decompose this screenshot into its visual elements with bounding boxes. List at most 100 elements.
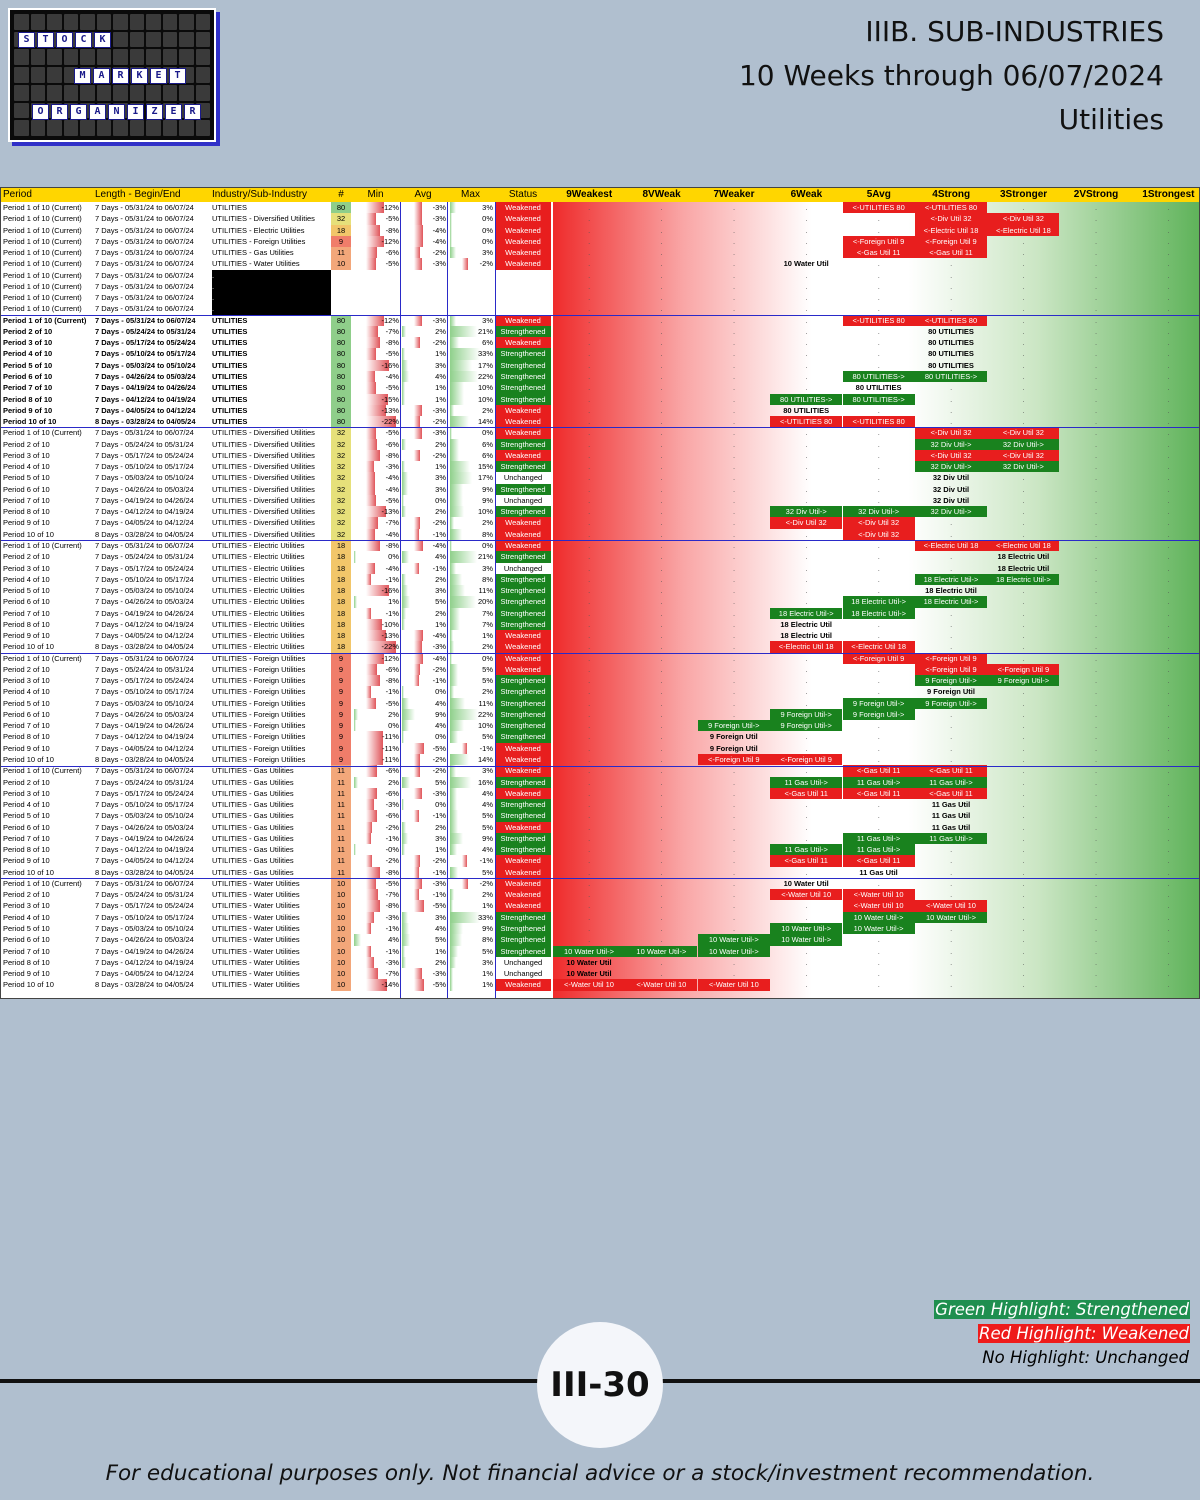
value-bar [450, 652, 452, 664]
empty-dot: . [732, 360, 736, 370]
value-bar [366, 314, 385, 326]
empty-dot: . [1022, 608, 1025, 618]
min-cell: -1% [385, 574, 399, 584]
industry-cell: UTILITIES - Gas Utilities [212, 766, 294, 776]
empty-dot: . [1167, 586, 1170, 596]
max-cell: 33% [477, 349, 493, 359]
value-bar [366, 675, 380, 687]
empty-dot: . [1022, 371, 1025, 381]
value-bar [450, 235, 452, 248]
status-cell: Strengthened [495, 945, 551, 957]
period-cell: Period 1 of 10 (Current) [3, 428, 82, 438]
avg-cell: 1% [435, 394, 446, 404]
min-cell: -16% [381, 360, 399, 370]
count-cell: 32 [331, 494, 351, 507]
empty-dot: . [588, 495, 591, 505]
rank-cell: 18 Electric Util [780, 619, 833, 629]
avg-cell: -1% [432, 529, 446, 539]
length-cell: 7 Days - 04/12/24 to 04/19/24 [95, 507, 194, 517]
value-bar [402, 494, 404, 507]
industry-cell: UTILITIES - Electric Utilities [212, 563, 305, 573]
status-cell: Weakened [495, 821, 551, 833]
period-cell: Period 5 of 10 [3, 698, 50, 708]
min-cell: -14% [381, 980, 399, 990]
value-bar [402, 483, 408, 495]
rank-cell: <-Gas Util 11 [842, 247, 915, 259]
empty-dot: . [660, 856, 663, 866]
empty-dot: . [660, 957, 663, 967]
value-bar [402, 607, 407, 619]
avg-cell: -3% [432, 405, 446, 415]
length-cell: 7 Days - 04/05/24 to 04/12/24 [95, 405, 196, 415]
value-bar [366, 911, 374, 923]
period-cell: Period 9 of 10 [3, 743, 50, 753]
empty-dot: . [1094, 766, 1098, 776]
section-divider [1, 878, 1199, 880]
period-cell: Period 2 of 10 [3, 326, 53, 336]
value-bar [366, 866, 380, 878]
min-cell: -4% [385, 529, 399, 539]
empty-dot: . [660, 304, 663, 314]
max-cell: 4% [482, 845, 493, 855]
industry-cell: UTILITIES - Water Utilities [212, 259, 300, 269]
empty-dot: . [1022, 969, 1025, 979]
count-cell: 32 [331, 461, 351, 473]
empty-dot: . [1167, 540, 1170, 550]
rank-cell: <-Foreign Util 9 [987, 663, 1060, 676]
empty-dot: . [877, 946, 880, 956]
table-row: Period 4 of 10 7 Days - 05/10/24 to 05/17… [1, 348, 1199, 360]
max-cell: 1% [482, 969, 493, 979]
industry-cell: UTILITIES - Electric Utilities [212, 540, 305, 550]
count-cell: 18 [331, 641, 351, 653]
rank-cell: 80 UTILITIES [928, 338, 974, 348]
max-cell: 3% [482, 957, 493, 967]
empty-dot: . [1167, 349, 1170, 359]
period-cell: Period 8 of 10 [3, 619, 50, 629]
rank-cell: 11 Gas Util-> [842, 776, 915, 788]
max-cell: 7% [482, 619, 493, 629]
status-cell: Strengthened [495, 810, 551, 822]
empty-dot: . [660, 833, 663, 843]
rank-cell: <-Div Util 32 [842, 528, 915, 540]
empty-dot: . [805, 315, 808, 325]
empty-dot: . [1022, 878, 1025, 888]
empty-dot: . [1022, 326, 1025, 336]
value-bar [450, 641, 455, 653]
empty-dot: . [732, 709, 736, 719]
min-cell: -7% [385, 518, 399, 528]
rank-cell: 9 Foreign Util-> [842, 708, 915, 721]
empty-dot: . [1167, 845, 1170, 855]
industry-cell: UTILITIES - Gas Utilities [212, 822, 294, 832]
length-cell: 7 Days - 05/17/24 to 05/24/24 [95, 450, 194, 460]
length-cell: 7 Days - 05/03/24 to 05/10/24 [95, 360, 196, 370]
min-cell: -11% [382, 743, 399, 753]
empty-dot: . [1022, 912, 1025, 922]
industry-cell: UTILITIES [212, 338, 248, 348]
empty-dot: . [732, 203, 736, 212]
empty-dot: . [660, 912, 663, 922]
table-row: Period 5 of 10 7 Days - 05/03/24 to 05/10… [1, 697, 1199, 709]
status-cell: Strengthened [495, 382, 551, 394]
empty-dot: . [660, 969, 663, 979]
value-bar [402, 438, 407, 450]
empty-dot: . [588, 867, 591, 877]
rank-cell: 18 Electric Util-> [915, 573, 987, 586]
period-cell: Period 3 of 10 [3, 676, 50, 686]
empty-dot: . [1167, 405, 1170, 415]
max-cell: 0% [482, 428, 493, 438]
value-bar [414, 787, 422, 800]
empty-dot: . [588, 225, 591, 235]
empty-dot: . [877, 439, 880, 449]
empty-dot: . [1094, 800, 1098, 810]
empty-dot: . [950, 755, 953, 765]
empty-dot: . [588, 878, 591, 888]
length-cell: 7 Days - 04/26/24 to 05/03/24 [95, 371, 196, 381]
empty-dot: . [732, 552, 736, 562]
avg-cell: 3% [435, 484, 446, 494]
value-bar [366, 979, 387, 991]
max-cell: 16% [477, 777, 493, 787]
empty-dot: . [1167, 755, 1170, 765]
empty-dot: . [805, 766, 808, 776]
empty-dot: . [805, 383, 808, 393]
empty-dot: . [588, 383, 591, 393]
